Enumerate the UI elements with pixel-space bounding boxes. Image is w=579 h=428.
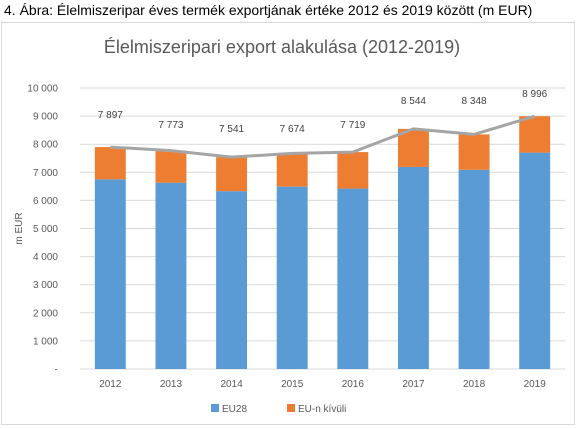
- legend: EU28 EU-n kívüli: [211, 404, 346, 415]
- y-tick-label: 9 000: [33, 112, 58, 123]
- y-tick-label: -: [55, 365, 58, 376]
- x-tick-label: 2017: [402, 379, 425, 390]
- chart-title: Élelmiszeripari export alakulása (2012-2…: [104, 37, 460, 57]
- y-axis-ticks: - 1 000 2 000 3 000 4 000 5 000 6 000 7 000 8 00…: [27, 84, 58, 376]
- total-data-label: 8 348: [462, 96, 487, 107]
- bar-eu28-2013: [155, 182, 187, 369]
- total-data-label: 7 541: [219, 124, 244, 135]
- total-data-label: 7 674: [280, 124, 305, 135]
- y-tick-label: 8 000: [33, 140, 58, 151]
- bar-eu28-2018: [458, 169, 490, 369]
- total-data-label: 8 996: [522, 89, 547, 100]
- bar-eu28-2012: [94, 179, 126, 369]
- bar-non-eu-2014: [216, 157, 248, 192]
- x-tick-label: 2013: [160, 379, 183, 390]
- bar-eu28-2015: [276, 186, 308, 369]
- bar-non-eu-2019: [519, 116, 551, 153]
- bar-non-eu-2017: [397, 128, 429, 167]
- y-tick-label: 1 000: [33, 336, 58, 347]
- total-line: [110, 114, 536, 159]
- legend-swatch: [211, 404, 219, 412]
- total-data-label: 8 544: [401, 96, 426, 107]
- figure-caption: 4. Ábra: Élelmiszeripar éves termék expo…: [4, 2, 533, 18]
- chart-frame: [1, 22, 575, 425]
- y-tick-label: 6 000: [33, 196, 58, 207]
- bar-eu28-2019: [519, 152, 551, 369]
- y-tick-label: 10 000: [27, 84, 58, 95]
- x-tick-label: 2018: [463, 379, 486, 390]
- bars-group: [94, 116, 551, 369]
- bar-eu28-2014: [216, 191, 248, 369]
- total-line-group: [110, 114, 536, 159]
- legend-swatch: [287, 404, 295, 412]
- bar-eu28-2016: [337, 188, 369, 369]
- total-data-label: 7 719: [340, 120, 365, 131]
- bar-non-eu-2015: [276, 153, 308, 187]
- y-tick-label: 4 000: [33, 252, 58, 263]
- total-data-label: 7 773: [158, 120, 183, 131]
- x-tick-label: 2019: [524, 379, 547, 390]
- bar-non-eu-2013: [155, 150, 187, 183]
- y-tick-label: 7 000: [33, 168, 58, 179]
- y-axis-label: m EUR: [14, 212, 25, 244]
- y-tick-label: 3 000: [33, 280, 58, 291]
- bar-non-eu-2018: [458, 134, 490, 170]
- bar-non-eu-2016: [337, 152, 369, 189]
- legend-label: EU28: [222, 404, 247, 415]
- legend-label: EU-n kívüli: [298, 404, 346, 415]
- total-data-label: 7 897: [98, 110, 123, 121]
- x-tick-label: 2016: [342, 379, 365, 390]
- y-tick-label: 5 000: [33, 224, 58, 235]
- bar-non-eu-2012: [94, 147, 126, 180]
- x-tick-label: 2015: [281, 379, 304, 390]
- total-labels-group: 7 897 7 773 7 541 7 674 7 719 8 544 8 348 8 996: [98, 89, 548, 135]
- bar-eu28-2017: [397, 166, 429, 369]
- y-tick-label: 2 000: [33, 308, 58, 319]
- x-tick-label: 2012: [99, 379, 122, 390]
- x-tick-label: 2014: [220, 379, 243, 390]
- x-axis-ticks: 2012 2013 2014 2015 2016 2017 2018 2019: [99, 379, 546, 390]
